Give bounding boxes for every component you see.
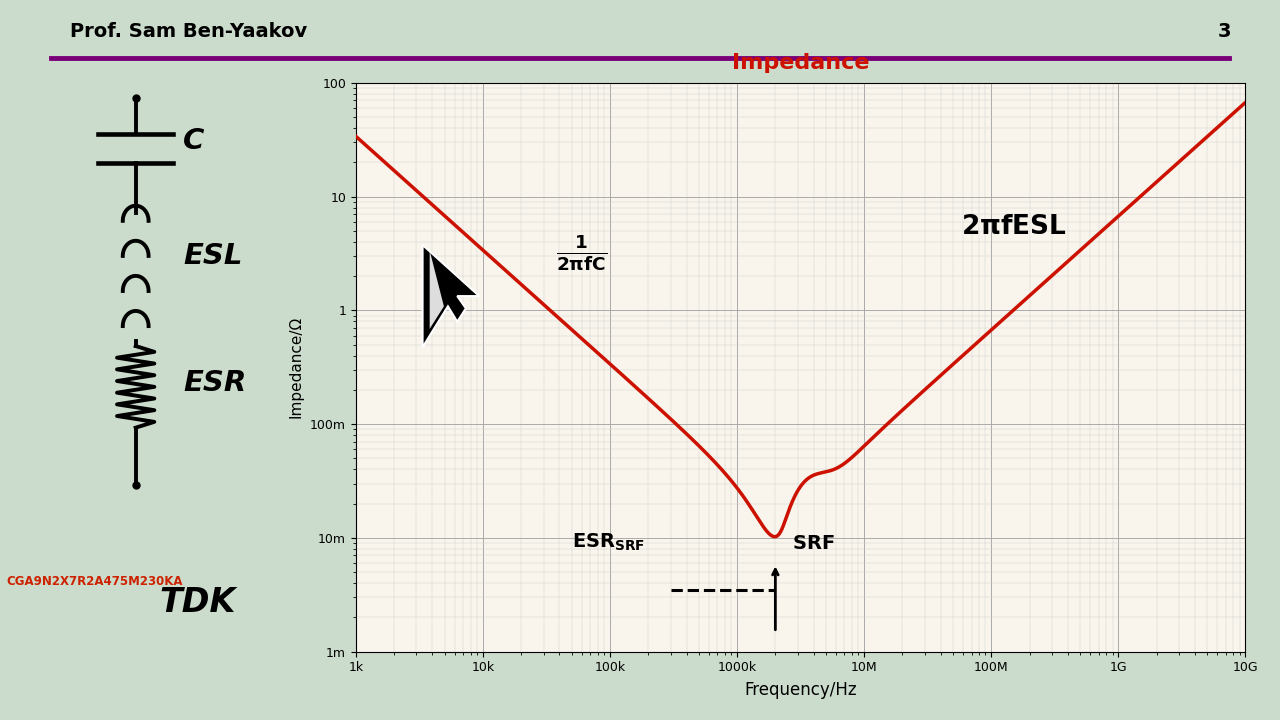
- Polygon shape: [422, 245, 479, 347]
- Text: $\mathbf{2\pi fESL}$: $\mathbf{2\pi fESL}$: [961, 214, 1066, 238]
- X-axis label: Frequency/Hz: Frequency/Hz: [745, 681, 856, 699]
- Text: 3: 3: [1217, 22, 1231, 41]
- Text: $\mathbf{ESR_{SRF}}$: $\mathbf{ESR_{SRF}}$: [572, 532, 645, 553]
- Title: Impedance: Impedance: [732, 53, 869, 73]
- Text: ESL: ESL: [183, 243, 242, 271]
- Polygon shape: [430, 251, 444, 329]
- Text: TDK: TDK: [160, 586, 236, 619]
- Y-axis label: Impedance/Ω: Impedance/Ω: [288, 316, 303, 418]
- Text: $\mathbf{SRF}$: $\mathbf{SRF}$: [792, 535, 835, 553]
- Text: C: C: [183, 127, 205, 156]
- Text: Prof. Sam Ben-Yaakov: Prof. Sam Ben-Yaakov: [70, 22, 307, 41]
- Text: ESR: ESR: [183, 369, 247, 397]
- Text: $\mathbf{\frac{1}{2\pi fC}}$: $\mathbf{\frac{1}{2\pi fC}}$: [557, 233, 607, 273]
- Text: CGA9N2X7R2A475M230KA: CGA9N2X7R2A475M230KA: [6, 575, 183, 588]
